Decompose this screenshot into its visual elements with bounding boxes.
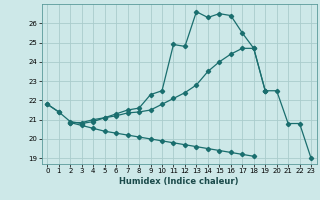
X-axis label: Humidex (Indice chaleur): Humidex (Indice chaleur) [119, 177, 239, 186]
